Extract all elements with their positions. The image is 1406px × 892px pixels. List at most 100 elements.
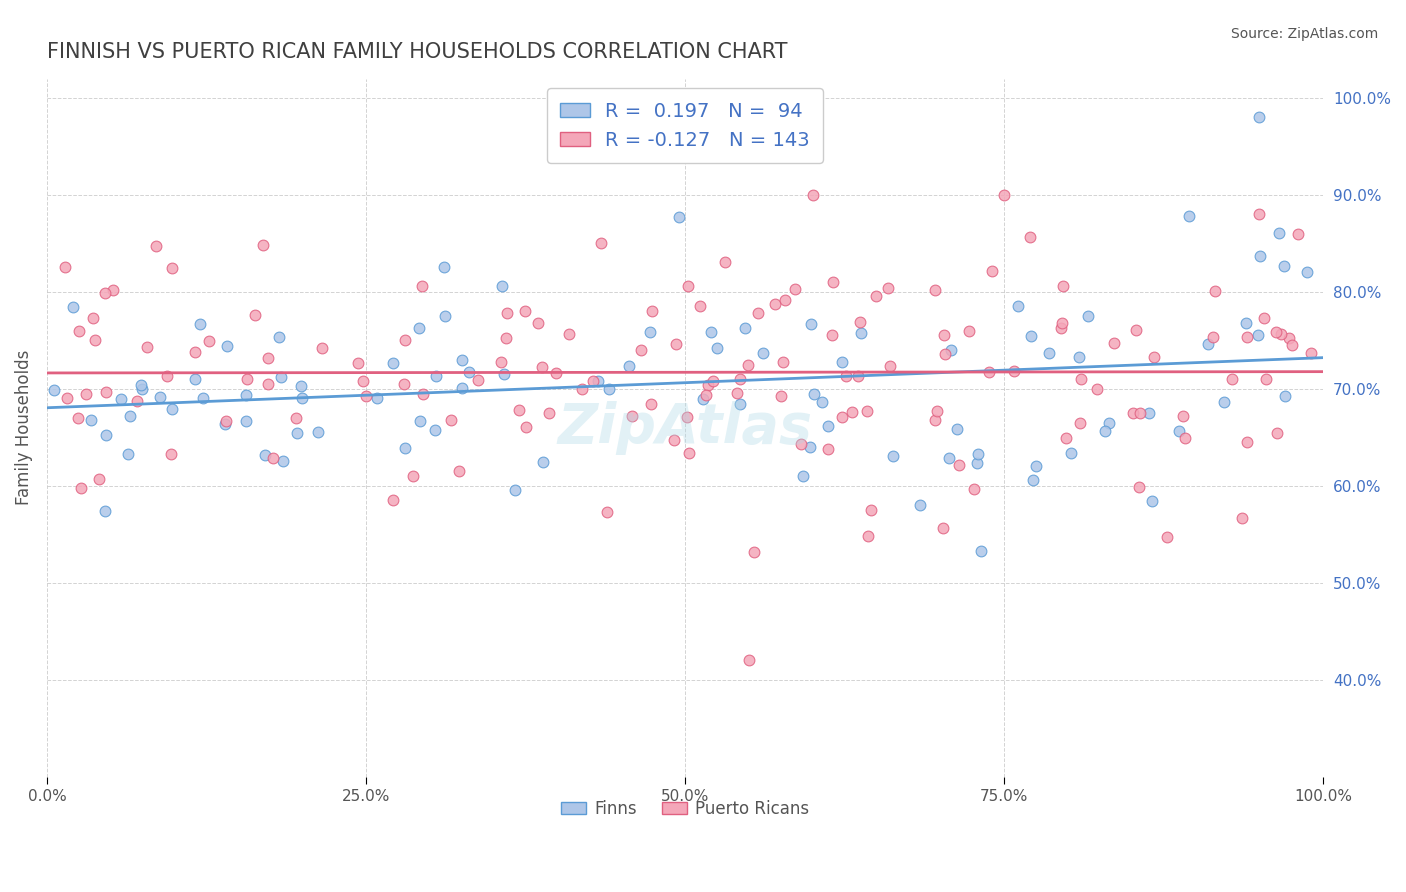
Puerto Ricans <box>772 355 794 369</box>
Puerto Ricans <box>537 405 560 419</box>
Puerto Ricans <box>262 450 284 465</box>
Puerto Ricans <box>215 414 238 428</box>
Finns <box>80 413 103 427</box>
Puerto Ricans <box>924 283 946 297</box>
Puerto Ricans <box>678 446 700 460</box>
Finns <box>692 392 714 407</box>
Puerto Ricans <box>1125 323 1147 337</box>
Finns <box>270 370 292 384</box>
Puerto Ricans <box>401 469 423 483</box>
Puerto Ricans <box>1122 406 1144 420</box>
Puerto Ricans <box>160 260 183 275</box>
Finns <box>792 468 814 483</box>
Puerto Ricans <box>1050 316 1073 330</box>
Finns <box>706 341 728 355</box>
Puerto Ricans <box>664 337 686 351</box>
Puerto Ricans <box>993 188 1015 202</box>
Puerto Ricans <box>1281 337 1303 351</box>
Finns <box>96 427 118 442</box>
Puerto Ricans <box>689 299 711 313</box>
Puerto Ricans <box>932 521 955 535</box>
Finns <box>967 447 990 461</box>
Puerto Ricans <box>449 464 471 478</box>
Finns <box>425 423 447 437</box>
Puerto Ricans <box>783 281 806 295</box>
Puerto Ricans <box>527 316 550 330</box>
Puerto Ricans <box>763 297 786 311</box>
Puerto Ricans <box>1018 230 1040 244</box>
Puerto Ricans <box>846 369 869 384</box>
Finns <box>849 326 872 340</box>
Finns <box>425 369 447 384</box>
Puerto Ricans <box>790 437 813 451</box>
Puerto Ricans <box>513 303 536 318</box>
Puerto Ricans <box>55 391 77 405</box>
Puerto Ricans <box>1201 330 1223 344</box>
Puerto Ricans <box>770 388 793 402</box>
Finns <box>1197 336 1219 351</box>
Puerto Ricans <box>243 308 266 322</box>
Finns <box>1067 351 1090 365</box>
Puerto Ricans <box>411 279 433 293</box>
Puerto Ricans <box>879 359 901 373</box>
Finns <box>184 372 207 386</box>
Puerto Ricans <box>257 376 280 391</box>
Puerto Ricans <box>714 254 737 268</box>
Puerto Ricans <box>508 403 530 417</box>
Puerto Ricans <box>821 328 844 343</box>
Puerto Ricans <box>957 324 980 338</box>
Puerto Ricans <box>1171 409 1194 423</box>
Puerto Ricans <box>1253 311 1275 326</box>
Puerto Ricans <box>94 385 117 400</box>
Finns <box>271 454 294 468</box>
Finns <box>800 317 823 331</box>
Puerto Ricans <box>467 373 489 387</box>
Puerto Ricans <box>835 369 858 384</box>
Finns <box>307 425 329 439</box>
Puerto Ricans <box>738 653 761 667</box>
Puerto Ricans <box>571 382 593 396</box>
Finns <box>235 388 257 402</box>
Finns <box>966 456 988 470</box>
Puerto Ricans <box>1070 372 1092 386</box>
Puerto Ricans <box>1265 426 1288 441</box>
Puerto Ricans <box>257 351 280 365</box>
Puerto Ricans <box>641 304 664 318</box>
Finns <box>1098 416 1121 430</box>
Finns <box>728 397 751 411</box>
Finns <box>938 450 960 465</box>
Text: ZipAtlas: ZipAtlas <box>558 401 813 455</box>
Puerto Ricans <box>1236 330 1258 344</box>
Puerto Ricans <box>773 293 796 307</box>
Puerto Ricans <box>981 264 1004 278</box>
Puerto Ricans <box>948 458 970 472</box>
Finns <box>433 309 456 323</box>
Puerto Ricans <box>75 386 97 401</box>
Finns <box>1077 309 1099 323</box>
Puerto Ricans <box>69 481 91 495</box>
Puerto Ricans <box>924 413 946 427</box>
Puerto Ricans <box>392 376 415 391</box>
Puerto Ricans <box>491 355 513 369</box>
Finns <box>586 374 609 388</box>
Puerto Ricans <box>495 331 517 345</box>
Puerto Ricans <box>841 405 863 419</box>
Puerto Ricans <box>1174 431 1197 445</box>
Puerto Ricans <box>817 442 839 456</box>
Puerto Ricans <box>849 315 872 329</box>
Puerto Ricans <box>801 188 824 202</box>
Puerto Ricans <box>856 404 879 418</box>
Puerto Ricans <box>66 411 89 425</box>
Puerto Ricans <box>184 344 207 359</box>
Puerto Ricans <box>347 355 370 369</box>
Finns <box>235 414 257 428</box>
Puerto Ricans <box>695 388 717 402</box>
Finns <box>188 317 211 331</box>
Puerto Ricans <box>356 389 378 403</box>
Finns <box>882 449 904 463</box>
Finns <box>382 356 405 370</box>
Finns <box>1249 249 1271 263</box>
Finns <box>93 504 115 518</box>
Finns <box>1249 111 1271 125</box>
Finns <box>491 278 513 293</box>
